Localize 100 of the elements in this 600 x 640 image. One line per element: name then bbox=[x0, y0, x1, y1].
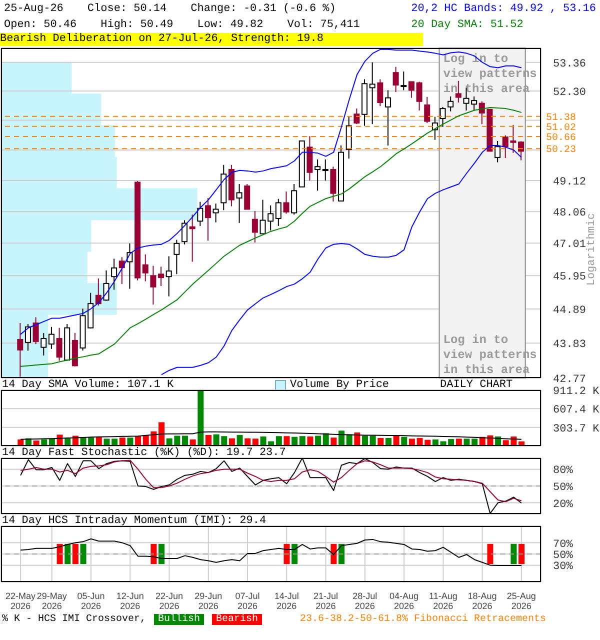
bar bbox=[299, 436, 306, 446]
ref-line-label: 50.66 bbox=[546, 133, 576, 144]
line-series bbox=[20, 431, 522, 440]
candlestick bbox=[275, 198, 282, 226]
candlestick bbox=[408, 81, 414, 98]
y-tick-label: 911.2 K bbox=[553, 386, 600, 398]
y-tick-label: 43.83 bbox=[553, 339, 586, 352]
text: 20 Day SMA: 51.52 bbox=[411, 19, 524, 32]
text: 25-Aug-26 bbox=[4, 3, 64, 16]
text: Vol: 75,411 bbox=[287, 19, 360, 32]
text: Volume By Price bbox=[289, 379, 390, 392]
y-tick-label: 49.12 bbox=[553, 176, 586, 188]
candlestick bbox=[252, 210, 258, 244]
y-tick-label: 303.7 K bbox=[553, 423, 600, 436]
bar bbox=[236, 435, 243, 446]
candlestick bbox=[17, 322, 24, 378]
candlestick bbox=[494, 140, 501, 163]
legend-title: % K - HCS IMI Crossover, bbox=[2, 614, 146, 625]
candlestick bbox=[142, 254, 148, 282]
candlestick bbox=[346, 116, 352, 160]
y-tick-label: 53.36 bbox=[553, 58, 586, 70]
y-tick-label: 52.30 bbox=[553, 86, 586, 99]
x-tick-label: 29-Jun 2026 bbox=[194, 591, 222, 611]
x-tick-label: 22-Jun 2026 bbox=[155, 591, 184, 611]
candlestick bbox=[158, 266, 164, 286]
y-tick-label: 48.06 bbox=[553, 208, 586, 220]
x-tick-label: 22-May 2026 bbox=[6, 591, 36, 611]
candlestick bbox=[244, 183, 250, 210]
text: Open: 50.46 bbox=[4, 19, 77, 32]
candlestick bbox=[111, 258, 118, 290]
ref-line-label: 51.38 bbox=[546, 112, 576, 124]
chart-title: 14 Day SMA Volume: 107.1 K bbox=[2, 379, 174, 392]
candlestick bbox=[204, 198, 211, 242]
candlestick bbox=[118, 256, 125, 285]
x-tick-label: 14-Jul 2026 bbox=[274, 591, 299, 611]
candlestick bbox=[416, 81, 422, 111]
text: 23.6-38.2-50-61.8% Fibonacci Retracements bbox=[300, 614, 546, 626]
text: Bullish bbox=[154, 614, 204, 625]
bar bbox=[205, 435, 212, 446]
chart-title: Bearish Deliberation on 27-Jul-26, Strength: 19.8 bbox=[0, 33, 424, 46]
bar bbox=[284, 436, 290, 446]
candlestick bbox=[400, 70, 407, 91]
candlestick bbox=[377, 78, 384, 107]
bar bbox=[158, 422, 165, 446]
candlestick bbox=[56, 327, 62, 362]
y-tick-label: 50% bbox=[553, 482, 574, 494]
text: Low: 49.82 bbox=[197, 19, 264, 32]
y-tick-label: 47.01 bbox=[553, 239, 586, 252]
candlestick bbox=[322, 158, 328, 181]
y-axis-title: Logarithmic bbox=[586, 213, 598, 286]
bar bbox=[182, 436, 188, 446]
chart-title: 14 Day HCS Intraday Momentum (IMI): 29.4 bbox=[2, 515, 266, 528]
text: Change: -0.31 (-0.6 %) bbox=[190, 3, 336, 16]
x-tick-label: 05-Jun 2026 bbox=[77, 591, 105, 611]
x-tick-label: 12-Jun 2026 bbox=[116, 591, 144, 611]
y-tick-label: 607.4 K bbox=[553, 404, 600, 417]
y-tick-label: 80% bbox=[553, 465, 574, 478]
candlestick bbox=[354, 108, 360, 125]
x-tick-label: 18-Aug 2026 bbox=[468, 591, 497, 611]
y-tick-label: 30% bbox=[553, 561, 574, 574]
line-series bbox=[20, 460, 522, 502]
y-tick-label: 42.77 bbox=[553, 374, 586, 386]
candlestick bbox=[384, 90, 391, 146]
candlestick bbox=[518, 140, 524, 161]
candlestick bbox=[150, 265, 156, 306]
y-tick-label: 70% bbox=[553, 538, 574, 551]
candlestick bbox=[314, 158, 321, 192]
candlestick bbox=[174, 239, 180, 275]
candlestick bbox=[48, 326, 54, 350]
candlestick bbox=[369, 62, 376, 125]
candlestick bbox=[455, 80, 462, 103]
ref-line-label: 51.02 bbox=[546, 122, 576, 134]
candlestick bbox=[182, 220, 188, 245]
candlestick bbox=[330, 166, 336, 202]
text: High: 50.49 bbox=[100, 19, 174, 32]
candlestick bbox=[189, 214, 196, 262]
candlestick bbox=[212, 203, 219, 223]
candlestick bbox=[471, 96, 478, 111]
candlestick bbox=[392, 66, 399, 93]
bar bbox=[198, 390, 204, 446]
bar bbox=[362, 436, 368, 446]
text: Bearish bbox=[212, 614, 262, 625]
x-tick-label: 28-Jul 2026 bbox=[352, 591, 378, 611]
candlestick bbox=[424, 96, 430, 124]
chart-title: 14 Day Fast Stochastic (%K) (%D): 19.7 23.7 bbox=[2, 447, 286, 460]
annotation: DAILY CHART bbox=[440, 379, 513, 391]
candlestick bbox=[32, 316, 39, 345]
x-tick-label: 21-Jul 2026 bbox=[314, 591, 338, 611]
y-tick-label: 20% bbox=[553, 498, 574, 511]
ref-line-label: 50.23 bbox=[546, 145, 576, 156]
candlestick bbox=[283, 191, 290, 214]
candlestick bbox=[448, 96, 454, 112]
x-tick-label: 04-Aug 2026 bbox=[390, 591, 419, 611]
y-tick-label: 44.89 bbox=[553, 304, 586, 317]
candlestick bbox=[197, 201, 204, 226]
x-tick-label: 29-May 2026 bbox=[36, 591, 68, 611]
x-tick-label: 11-Aug 2026 bbox=[428, 591, 458, 611]
line-series bbox=[20, 538, 522, 566]
text: Close: 50.14 bbox=[87, 3, 167, 16]
y-tick-label: 50% bbox=[553, 550, 574, 562]
